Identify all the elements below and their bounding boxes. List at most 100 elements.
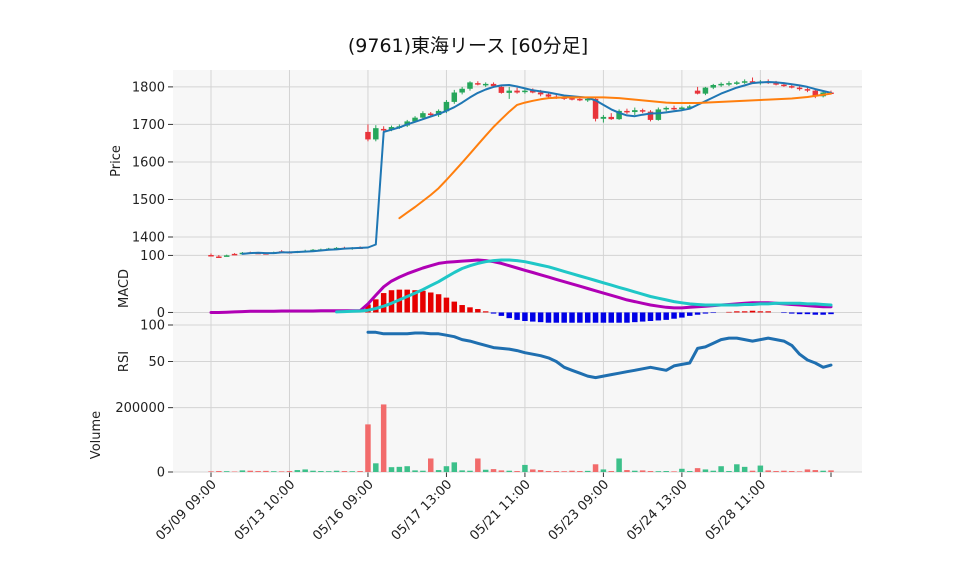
volume-bar (482, 469, 489, 472)
volume-bar (506, 470, 512, 472)
macd-hist-bar (561, 312, 567, 323)
candle-body (231, 253, 238, 256)
volume-bar (302, 469, 308, 472)
candle-body (451, 92, 458, 102)
volume-y-tick-label: 200000 (115, 401, 165, 416)
volume-bar (435, 470, 442, 472)
volume-bar (380, 404, 387, 472)
candle-body (796, 87, 803, 90)
volume-bar (341, 471, 348, 472)
volume-bar (718, 466, 724, 472)
macd-hist-bar (741, 311, 748, 313)
candle-body (365, 131, 371, 140)
volume-bar (616, 458, 622, 472)
rsi-y-tick-label: 100 (140, 319, 165, 334)
x-tick-label: 05/23 09:00 (546, 477, 613, 544)
volume-bar (655, 471, 662, 472)
volume-bar (820, 470, 826, 472)
macd-hist-bar (537, 312, 544, 323)
volume-bar (459, 470, 465, 472)
volume-bar (490, 469, 497, 472)
volume-bar (561, 471, 567, 472)
volume-bar (443, 466, 450, 472)
volume-bar (333, 470, 340, 472)
candle-body (467, 82, 473, 89)
x-tick-label: 05/09 09:00 (153, 477, 220, 544)
price-y-tick-label: 1800 (132, 80, 165, 95)
volume-bar (318, 471, 324, 472)
volume-bar (357, 471, 363, 472)
candle-body (734, 82, 740, 84)
volume-bar (420, 470, 426, 472)
volume-bar (624, 470, 630, 472)
candle-body (694, 90, 701, 94)
volume-bar (600, 469, 607, 472)
candle-body (498, 86, 505, 93)
volume-panel-bg (173, 398, 862, 472)
macd-hist-bar (514, 312, 520, 320)
macd-hist-bar (796, 312, 803, 315)
macd-hist-bar (365, 304, 371, 313)
macd-hist-bar (443, 297, 450, 313)
price-y-tick-label: 1700 (132, 118, 165, 133)
volume-bar (325, 471, 332, 472)
candle-body (639, 110, 646, 112)
macd-hist-bar (812, 312, 819, 315)
macd-hist-bar (553, 312, 560, 323)
candle-body (388, 127, 395, 131)
volume-bar (475, 458, 481, 472)
rsi-y-tick-label: 50 (148, 355, 165, 370)
candle-body (412, 117, 418, 122)
candle-body (702, 87, 709, 94)
volume-bar (223, 471, 230, 472)
candle-body (749, 81, 756, 83)
price-axis-label: Price (109, 145, 124, 177)
volume-bar (498, 470, 505, 472)
x-tick-label: 05/13 10:00 (232, 477, 299, 544)
volume-bar (757, 465, 764, 472)
volume-bar (663, 471, 669, 472)
x-tick-label: 05/24 13:00 (624, 477, 691, 544)
candle-body (781, 84, 787, 87)
volume-bar (404, 466, 410, 472)
volume-bar (255, 471, 261, 472)
volume-bar (726, 471, 732, 472)
candle-body (475, 83, 481, 85)
macd-hist-bar (616, 312, 622, 323)
macd-y-tick-label: 100 (140, 249, 165, 264)
macd-hist-bar (475, 309, 481, 313)
candle-body (420, 113, 426, 118)
macd-hist-bar (506, 312, 512, 319)
macd-hist-bar (679, 312, 685, 318)
macd-hist-bar (584, 312, 591, 323)
candle-body (459, 88, 465, 93)
macd-hist-bar (710, 312, 717, 314)
volume-bar (365, 424, 371, 472)
candle-body (718, 83, 724, 86)
candle-body (710, 85, 717, 88)
candle-body (537, 92, 544, 95)
signal-line (335, 258, 833, 314)
macd-hist-bar (608, 312, 614, 323)
candle-body (624, 110, 630, 113)
volume-bar (216, 471, 222, 472)
volume-bar (592, 464, 599, 472)
macd-hist-bar (498, 312, 505, 316)
candle-body (514, 90, 520, 93)
volume-bar (247, 470, 253, 472)
volume-bar (647, 471, 654, 472)
candle-body (616, 110, 622, 120)
volume-bar (396, 466, 403, 472)
candle-body (208, 255, 214, 257)
volume-bar (553, 471, 560, 472)
volume-bar (608, 471, 614, 472)
price-y-tick-label: 1600 (132, 155, 165, 170)
macd-hist-bar (828, 312, 834, 315)
volume-bar (388, 467, 395, 472)
volume-bar (804, 469, 811, 472)
macd-hist-bar (765, 311, 771, 313)
volume-bar (545, 471, 552, 472)
candle-body (380, 128, 387, 131)
macd-hist-bar (404, 289, 410, 313)
candle-body (671, 107, 677, 110)
